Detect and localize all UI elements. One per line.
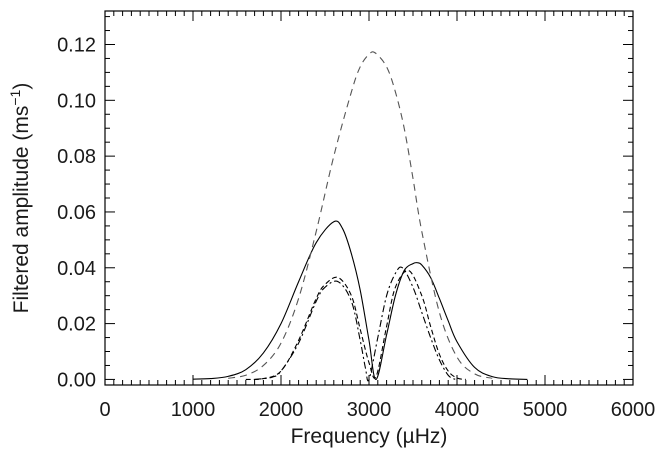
x-tick-label: 1000 xyxy=(171,399,216,421)
x-tick-label: 5000 xyxy=(523,399,568,421)
y-axis-label: Filtered amplitude (ms−1) xyxy=(7,83,33,314)
x-tick-label: 3000 xyxy=(347,399,392,421)
y-axis-label-close: ) xyxy=(10,83,33,90)
y-tick-label: 0.02 xyxy=(57,314,96,336)
plot-frame xyxy=(104,10,634,386)
y-tick-label: 0.12 xyxy=(57,34,96,56)
x-tick-marks xyxy=(104,11,634,385)
series-dashed-line xyxy=(245,269,466,381)
x-tick-label: 4000 xyxy=(435,399,480,421)
y-tick-label: 0.08 xyxy=(57,146,96,168)
y-tick-label: 0.10 xyxy=(57,90,96,112)
series-dash-dot-line xyxy=(254,266,456,382)
y-tick-label: 0.06 xyxy=(57,202,96,224)
x-tick-labels: 0 1000 2000 3000 4000 5000 6000 xyxy=(99,399,655,421)
x-axis-label: Frequency (µHz) xyxy=(291,425,448,448)
x-tick-label: 0 xyxy=(99,399,110,421)
x-tick-label: 2000 xyxy=(259,399,304,421)
series-solid-line xyxy=(192,220,528,380)
x-tick-label: 6000 xyxy=(611,399,656,421)
series-long-dash-line xyxy=(228,51,493,379)
data-curves xyxy=(192,51,528,382)
y-axis-label-main: Filtered amplitude (ms xyxy=(10,106,33,314)
y-tick-labels: 0.00 0.02 0.04 0.06 0.08 0.10 0.12 xyxy=(57,34,96,391)
y-tick-label: 0.04 xyxy=(57,258,96,280)
y-tick-label: 0.00 xyxy=(57,369,96,391)
y-axis-label-superscript: −1 xyxy=(7,89,23,105)
y-tick-marks xyxy=(105,16,633,380)
